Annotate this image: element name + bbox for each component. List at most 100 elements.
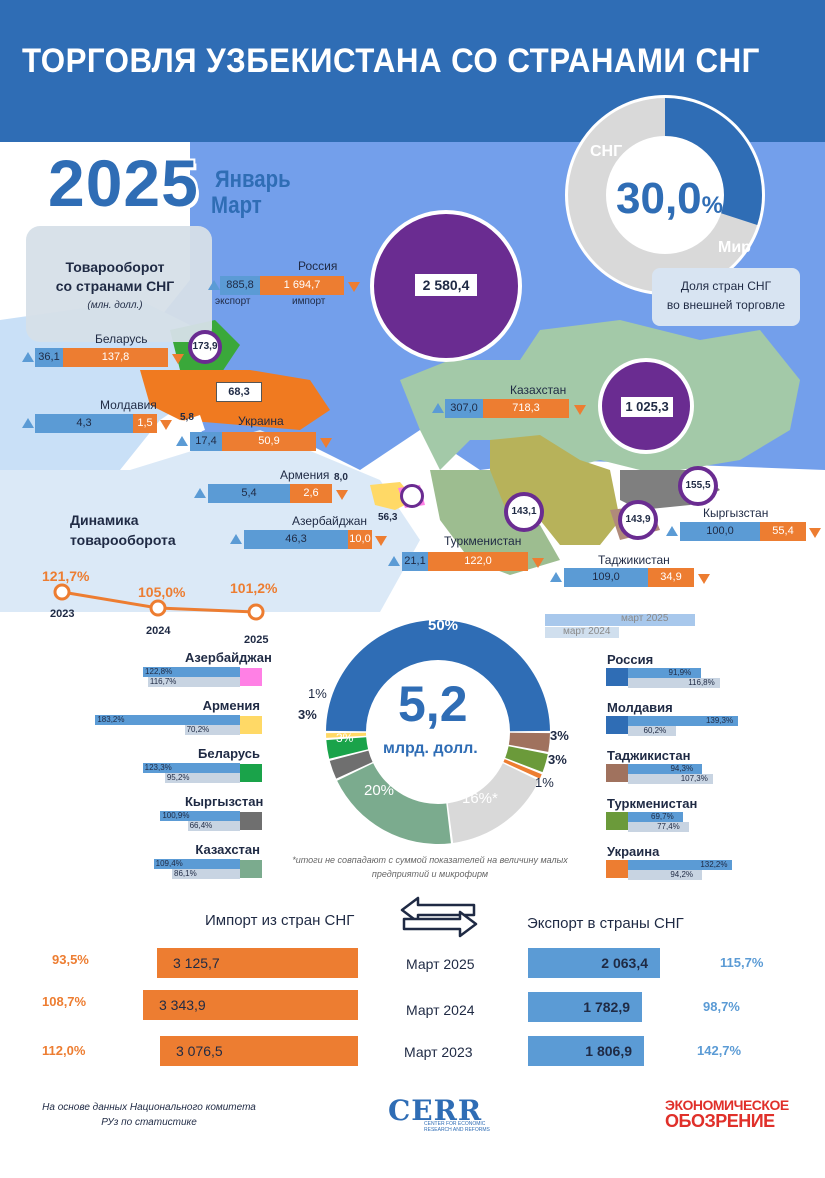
kyrgyzstan-import: 55,4 [760,522,806,541]
growth-swatch [240,860,262,878]
belarus-total: 173,9 [188,330,222,364]
export-bar-2024: 1 782,9 [528,992,642,1022]
growth-country-name: Туркменистан [607,796,698,811]
armenia-import: 2,6 [290,484,332,503]
growth-bar-current [628,668,701,678]
export-pct-2025: 115,7% [720,955,764,970]
dynamics-year-2023: 2023 [50,608,75,620]
turnover-unit: (млн. долл.) [87,300,143,311]
azerbaijan-name: Азербайджан [292,514,368,528]
growth-value-current: 132,2% [700,860,728,869]
growth-country-name: Таджикистан [607,748,691,763]
source-note: На основе данных Национального комитета … [42,1102,256,1128]
dynamics-year-2024: 2024 [146,625,171,637]
dynamics-line [53,583,265,621]
import-arrow-icon [348,282,360,292]
export-arrow-icon [194,488,206,498]
growth-swatch [606,668,628,686]
growth-value-previous: 94,2% [670,870,694,879]
belarus-export: 36,1 [35,348,63,367]
growth-bar-current [628,812,684,822]
growth-value-previous: 66,4% [189,821,213,830]
dynamics-year-2025: 2025 [244,634,269,646]
donut-segment-0 [326,619,550,732]
growth-country-name: Россия [607,652,654,667]
eo-logo: ЭКОНОМИЧЕСКОЕ ОБОЗРЕНИЕ [665,1097,789,1131]
cerr-logo-subtitle: CENTER FOR ECONOMIC RESEARCH AND REFORMS [424,1121,490,1133]
growth-value-previous: 60,2% [643,726,667,735]
growth-value-current: 69,7% [651,812,674,821]
import-arrow-icon [375,536,387,546]
export-bar-2025: 2 063,4 [528,948,660,978]
armenia-name: Армения [280,468,330,482]
growth-swatch [240,812,262,830]
donut-segment-6 [329,750,373,779]
growth-bar-current [143,667,240,677]
export-arrow-icon [208,280,220,290]
kazakhstan-export: 307,0 [445,399,483,418]
growth-value-current: 100,9% [162,811,190,820]
dynamics-value-2024: 105,0% [138,584,186,600]
import-arrow-icon [698,574,710,584]
import-arrow-icon [574,405,586,415]
growth-bar-current [160,811,240,821]
legend-current: март 2025 [621,613,669,624]
ukraine-export: 17,4 [190,432,222,451]
donut-unit: млрд. долл. [383,740,478,757]
import-arrow-icon [172,354,184,364]
legend-previous-swatch [545,627,619,638]
import-bar-2025: 3 125,7 [157,948,358,978]
growth-bar-current [628,764,703,774]
growth-country-name: Кыргызстан [185,794,264,809]
export-arrow-icon [432,403,444,413]
growth-country-name: Украина [607,844,660,859]
growth-value-current: 122,8% [145,667,173,676]
growth-swatch [606,764,628,782]
tajikistan-name: Таджикистан [598,553,670,567]
belarus-name: Беларусь [95,332,148,346]
growth-bar-previous [164,773,240,783]
page-title: ТОРГОВЛЯ УЗБЕКИСТАНА СО СТРАНАМИ СНГ [22,42,760,80]
growth-value-current: 183,2% [97,715,125,724]
growth-value-current: 94,3% [670,764,694,773]
growth-value-current: 91,9% [668,668,692,677]
ukraine-import: 50,9 [222,432,316,451]
dynamics-value-2025: 101,2% [230,580,278,596]
growth-value-current: 139,3% [705,716,734,725]
growth-value-current: 109,4% [155,859,183,868]
cis-share-label: СНГ [590,143,623,160]
ukraine-total: 68,3 [216,382,262,402]
russia-import: 1 694,7 [260,276,344,295]
armenia-total: 8,0 [334,472,348,483]
import-arrow-icon [336,490,348,500]
donut-segment-5 [337,763,451,844]
growth-bar-current [95,715,240,725]
import-label: импорт [292,296,326,307]
growth-swatch [606,812,628,830]
donut-footnote: *итоги не совпадают с суммой показателей… [292,855,568,879]
export-arrow-icon [22,418,34,428]
month-2025: Март 2025 [406,956,475,972]
growth-bar-previous [172,869,240,879]
export-arrow-icon [230,534,242,544]
turnover-box [26,226,212,342]
import-pct-2023: 112,0% [42,1043,86,1058]
growth-bar-current [142,763,240,773]
kyrgyzstan-export: 100,0 [680,522,760,541]
growth-bar-current [153,859,240,869]
growth-country-name: Азербайджан [185,650,272,665]
growth-value-previous: 107,3% [680,774,708,783]
export-arrow-icon [666,526,678,536]
donut-segment-8 [326,732,367,738]
growth-bar-previous [147,677,240,687]
seg-label-ukraine: 1% [535,775,554,790]
russia-name: Россия [298,259,338,273]
donut-total: 5,2 [398,676,468,732]
growth-value-previous: 116,7% [149,677,177,686]
growth-country-name: Казахстан [195,842,260,857]
month-2023: Март 2023 [404,1044,473,1060]
seg-label-kazakhstan: 20% [364,782,395,799]
growth-value-previous: 70,2% [186,725,210,734]
azerbaijan-import: 10,0 [348,530,372,549]
seg-label-armenia: 1% [308,686,327,701]
